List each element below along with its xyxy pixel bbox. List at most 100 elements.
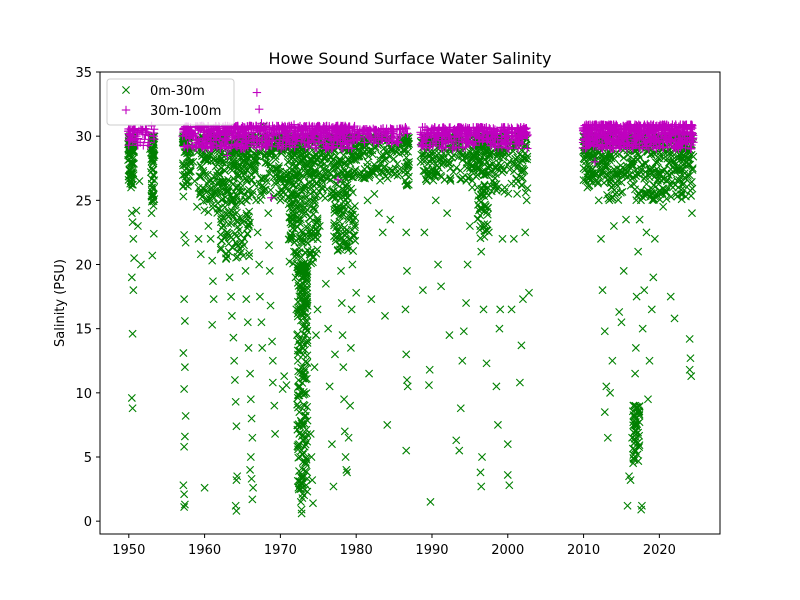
data-point — [127, 158, 136, 167]
y-tick-label: 15 — [75, 323, 92, 338]
data-point — [181, 180, 190, 189]
data-point — [237, 247, 246, 256]
data-point — [203, 157, 212, 166]
data-point — [215, 171, 224, 180]
data-point — [149, 153, 158, 162]
data-point — [215, 205, 224, 214]
data-point — [235, 226, 244, 235]
y-tick-label: 25 — [75, 194, 92, 209]
data-point — [183, 152, 192, 161]
data-point — [247, 176, 256, 185]
data-point — [227, 233, 236, 242]
data-point — [264, 159, 273, 168]
data-point — [224, 219, 233, 228]
data-point — [228, 166, 237, 175]
data-point — [225, 177, 234, 186]
data-point — [128, 160, 137, 169]
data-point — [208, 200, 217, 209]
data-point — [207, 149, 216, 158]
data-point — [240, 234, 249, 243]
data-point — [240, 191, 249, 200]
data-point — [196, 173, 205, 182]
data-point — [203, 170, 212, 179]
data-point — [226, 191, 235, 200]
data-point — [232, 232, 241, 241]
data-point — [250, 161, 259, 170]
y-tick-label: 20 — [75, 259, 92, 274]
chart-title: Howe Sound Surface Water Salinity — [269, 49, 552, 68]
data-point — [243, 223, 252, 232]
data-point — [229, 179, 238, 188]
data-point — [229, 161, 238, 170]
data-point — [218, 178, 227, 187]
data-point — [244, 212, 253, 221]
data-point — [245, 249, 254, 258]
data-point — [204, 177, 213, 186]
data-point — [224, 208, 233, 217]
data-point — [199, 168, 208, 177]
data-point — [229, 196, 238, 205]
data-point — [125, 146, 134, 155]
data-point — [221, 158, 230, 167]
data-point — [234, 169, 242, 178]
data-point — [221, 167, 230, 176]
data-point — [277, 185, 286, 194]
data-point — [228, 243, 237, 252]
data-point — [260, 182, 269, 191]
x-tick-label: 1980 — [340, 543, 373, 558]
y-axis-label: Salinity (PSU) — [53, 259, 68, 347]
data-point — [237, 163, 246, 172]
data-point — [220, 234, 229, 243]
data-point — [197, 192, 206, 201]
x-tick-label: 1960 — [188, 543, 221, 558]
data-point — [216, 245, 225, 254]
x-tick-label: 1990 — [415, 543, 448, 558]
data-point — [215, 169, 224, 178]
plot-area — [123, 88, 698, 518]
data-point — [217, 224, 226, 232]
y-tick-label: 5 — [84, 451, 92, 466]
y-tick-label: 30 — [75, 130, 92, 145]
x-tick-label: 2000 — [491, 543, 524, 558]
data-point — [149, 159, 157, 168]
data-point — [203, 156, 212, 165]
data-point — [270, 178, 279, 187]
data-point — [233, 217, 242, 226]
data-point — [196, 161, 205, 170]
data-point — [231, 200, 240, 209]
data-point — [221, 193, 230, 202]
x-tick-label: 1950 — [112, 543, 145, 558]
data-point — [250, 180, 259, 189]
data-point — [220, 152, 229, 161]
data-point — [202, 196, 211, 205]
data-point — [277, 149, 286, 158]
data-point — [243, 177, 252, 186]
data-point — [257, 175, 266, 184]
data-point — [233, 252, 242, 261]
data-point — [149, 192, 158, 201]
data-point — [219, 221, 228, 230]
legend: 0m-30m 30m-100m — [106, 78, 235, 126]
data-point — [245, 252, 254, 261]
x-tick-label: 1970 — [264, 543, 297, 558]
data-point — [223, 252, 232, 261]
data-point — [222, 197, 231, 206]
y-tick-label: 10 — [75, 387, 92, 402]
y-tick-label: 0 — [84, 515, 92, 530]
data-point — [230, 161, 239, 170]
data-point — [227, 219, 236, 228]
data-point — [249, 187, 257, 196]
data-point — [186, 157, 195, 166]
data-point — [211, 162, 220, 171]
data-point — [186, 166, 195, 175]
y-tick-label: 35 — [75, 66, 92, 81]
data-point — [206, 151, 215, 160]
data-point — [217, 215, 226, 224]
data-point — [261, 158, 270, 167]
legend-label-series-1: 0m-30m — [150, 84, 205, 99]
data-point — [127, 168, 136, 177]
x-tick-label: 2010 — [567, 543, 600, 558]
data-point — [147, 179, 156, 188]
data-point — [237, 198, 246, 207]
